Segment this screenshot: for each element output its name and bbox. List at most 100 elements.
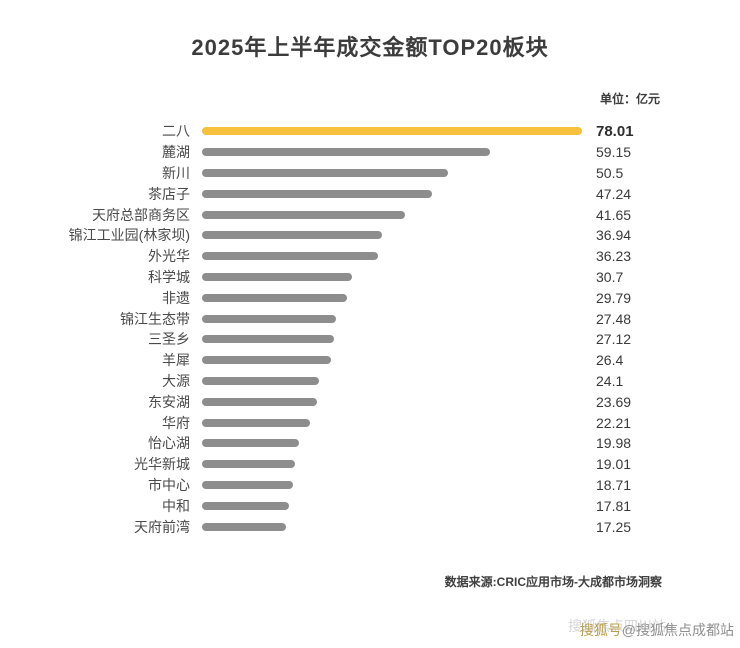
bar — [202, 460, 295, 469]
bar-track — [202, 335, 582, 344]
table-row: 锦江工业园(林家坝) 36.94 — [0, 225, 740, 246]
bar — [202, 480, 294, 489]
row-label: 天府前湾 — [134, 518, 190, 535]
data-source-note: 数据来源:CRIC应用市场-大成都市场洞察 — [444, 574, 662, 589]
bar — [202, 252, 379, 261]
bar-track — [202, 439, 582, 448]
row-label: 羊犀 — [162, 352, 190, 369]
bar-track — [202, 127, 582, 136]
sohu-badge-label: 搜狐号 — [579, 622, 622, 638]
bar-track — [202, 460, 582, 469]
row-value: 22.21 — [596, 414, 632, 431]
table-row: 市中心 18.71 — [0, 475, 740, 496]
row-value: 50.5 — [596, 164, 624, 181]
bar-track — [202, 210, 582, 219]
row-value: 26.4 — [596, 352, 624, 369]
table-row: 东安湖 23.69 — [0, 391, 740, 412]
row-value: 27.12 — [596, 331, 632, 348]
table-row: 中和 17.81 — [0, 495, 740, 516]
table-row: 外光华 36.23 — [0, 246, 740, 267]
row-label: 天府总部商务区 — [92, 206, 190, 223]
row-label: 新川 — [162, 164, 190, 181]
row-label: 东安湖 — [148, 393, 190, 410]
row-value: 18.71 — [596, 476, 632, 493]
table-row: 天府总部商务区 41.65 — [0, 204, 740, 225]
bar — [202, 210, 405, 219]
bar-rows: 二八 78.01 麓湖 59.15 新川 50.5 茶店子 47.24 天府总部… — [0, 121, 740, 537]
row-value: 27.48 — [596, 310, 632, 327]
row-value: 36.94 — [596, 227, 632, 244]
row-value: 17.25 — [596, 518, 632, 535]
table-row: 华府 22.21 — [0, 412, 740, 433]
row-value: 19.01 — [596, 456, 632, 473]
row-label: 大源 — [162, 372, 190, 389]
bar-track — [202, 522, 582, 531]
row-label: 麓湖 — [162, 144, 190, 161]
bar — [202, 418, 311, 427]
row-value: 19.98 — [596, 435, 632, 452]
watermark-account: @搜狐焦点成都站 — [621, 622, 734, 638]
bar — [202, 127, 582, 136]
bar-track — [202, 480, 582, 489]
table-row: 二八 78.01 — [0, 121, 740, 142]
row-value: 29.79 — [596, 289, 632, 306]
bar-track — [202, 168, 582, 177]
row-label: 三圣乡 — [148, 331, 190, 348]
table-row: 科学城 30.7 — [0, 267, 740, 288]
row-label: 光华新城 — [134, 456, 190, 473]
table-row: 光华新城 19.01 — [0, 454, 740, 475]
row-label: 二八 — [162, 123, 190, 140]
bar-track — [202, 252, 582, 261]
bar — [202, 376, 320, 385]
bar — [202, 231, 382, 240]
row-label: 非遗 — [162, 289, 190, 306]
row-value: 30.7 — [596, 268, 624, 285]
table-row: 新川 50.5 — [0, 163, 740, 184]
table-row: 锦江生态带 27.48 — [0, 308, 740, 329]
bar — [202, 439, 300, 448]
table-row: 天府前湾 17.25 — [0, 516, 740, 537]
row-label: 科学城 — [148, 268, 190, 285]
bar-track — [202, 501, 582, 510]
bar — [202, 501, 289, 510]
bar — [202, 335, 335, 344]
table-row: 三圣乡 27.12 — [0, 329, 740, 350]
watermark-ghost-text: 搜狐焦点四川站 — [568, 618, 666, 634]
bar — [202, 148, 491, 157]
bar-track — [202, 272, 582, 281]
row-label: 茶店子 — [148, 185, 190, 202]
bar-track — [202, 356, 582, 365]
bar-track — [202, 314, 582, 323]
chart-title: 2025年上半年成交金额TOP20板块 — [191, 35, 549, 60]
bar — [202, 522, 287, 531]
row-label: 华府 — [162, 414, 190, 431]
bar — [202, 314, 336, 323]
row-label: 怡心湖 — [148, 435, 190, 452]
table-row: 茶店子 47.24 — [0, 183, 740, 204]
bar — [202, 189, 433, 198]
row-value: 59.15 — [596, 144, 632, 161]
bar — [202, 293, 348, 302]
row-value: 36.23 — [596, 248, 632, 265]
row-value: 41.65 — [596, 206, 632, 223]
watermark: 搜狐号@搜狐焦点成都站 — [580, 620, 734, 640]
row-value: 24.1 — [596, 372, 624, 389]
bar-track — [202, 397, 582, 406]
table-row: 羊犀 26.4 — [0, 350, 740, 371]
table-row: 麓湖 59.15 — [0, 142, 740, 163]
bar-track — [202, 376, 582, 385]
bar — [202, 397, 318, 406]
bar — [202, 272, 352, 281]
bar-track — [202, 231, 582, 240]
table-row: 非遗 29.79 — [0, 287, 740, 308]
bar-track — [202, 418, 582, 427]
bar-track — [202, 293, 582, 302]
bar-track — [202, 148, 582, 157]
unit-label: 单位：亿元 — [600, 92, 661, 106]
row-label: 锦江生态带 — [120, 310, 190, 327]
row-value: 78.01 — [596, 122, 634, 140]
bar-track — [202, 189, 582, 198]
table-row: 怡心湖 19.98 — [0, 433, 740, 454]
bar — [202, 356, 331, 365]
